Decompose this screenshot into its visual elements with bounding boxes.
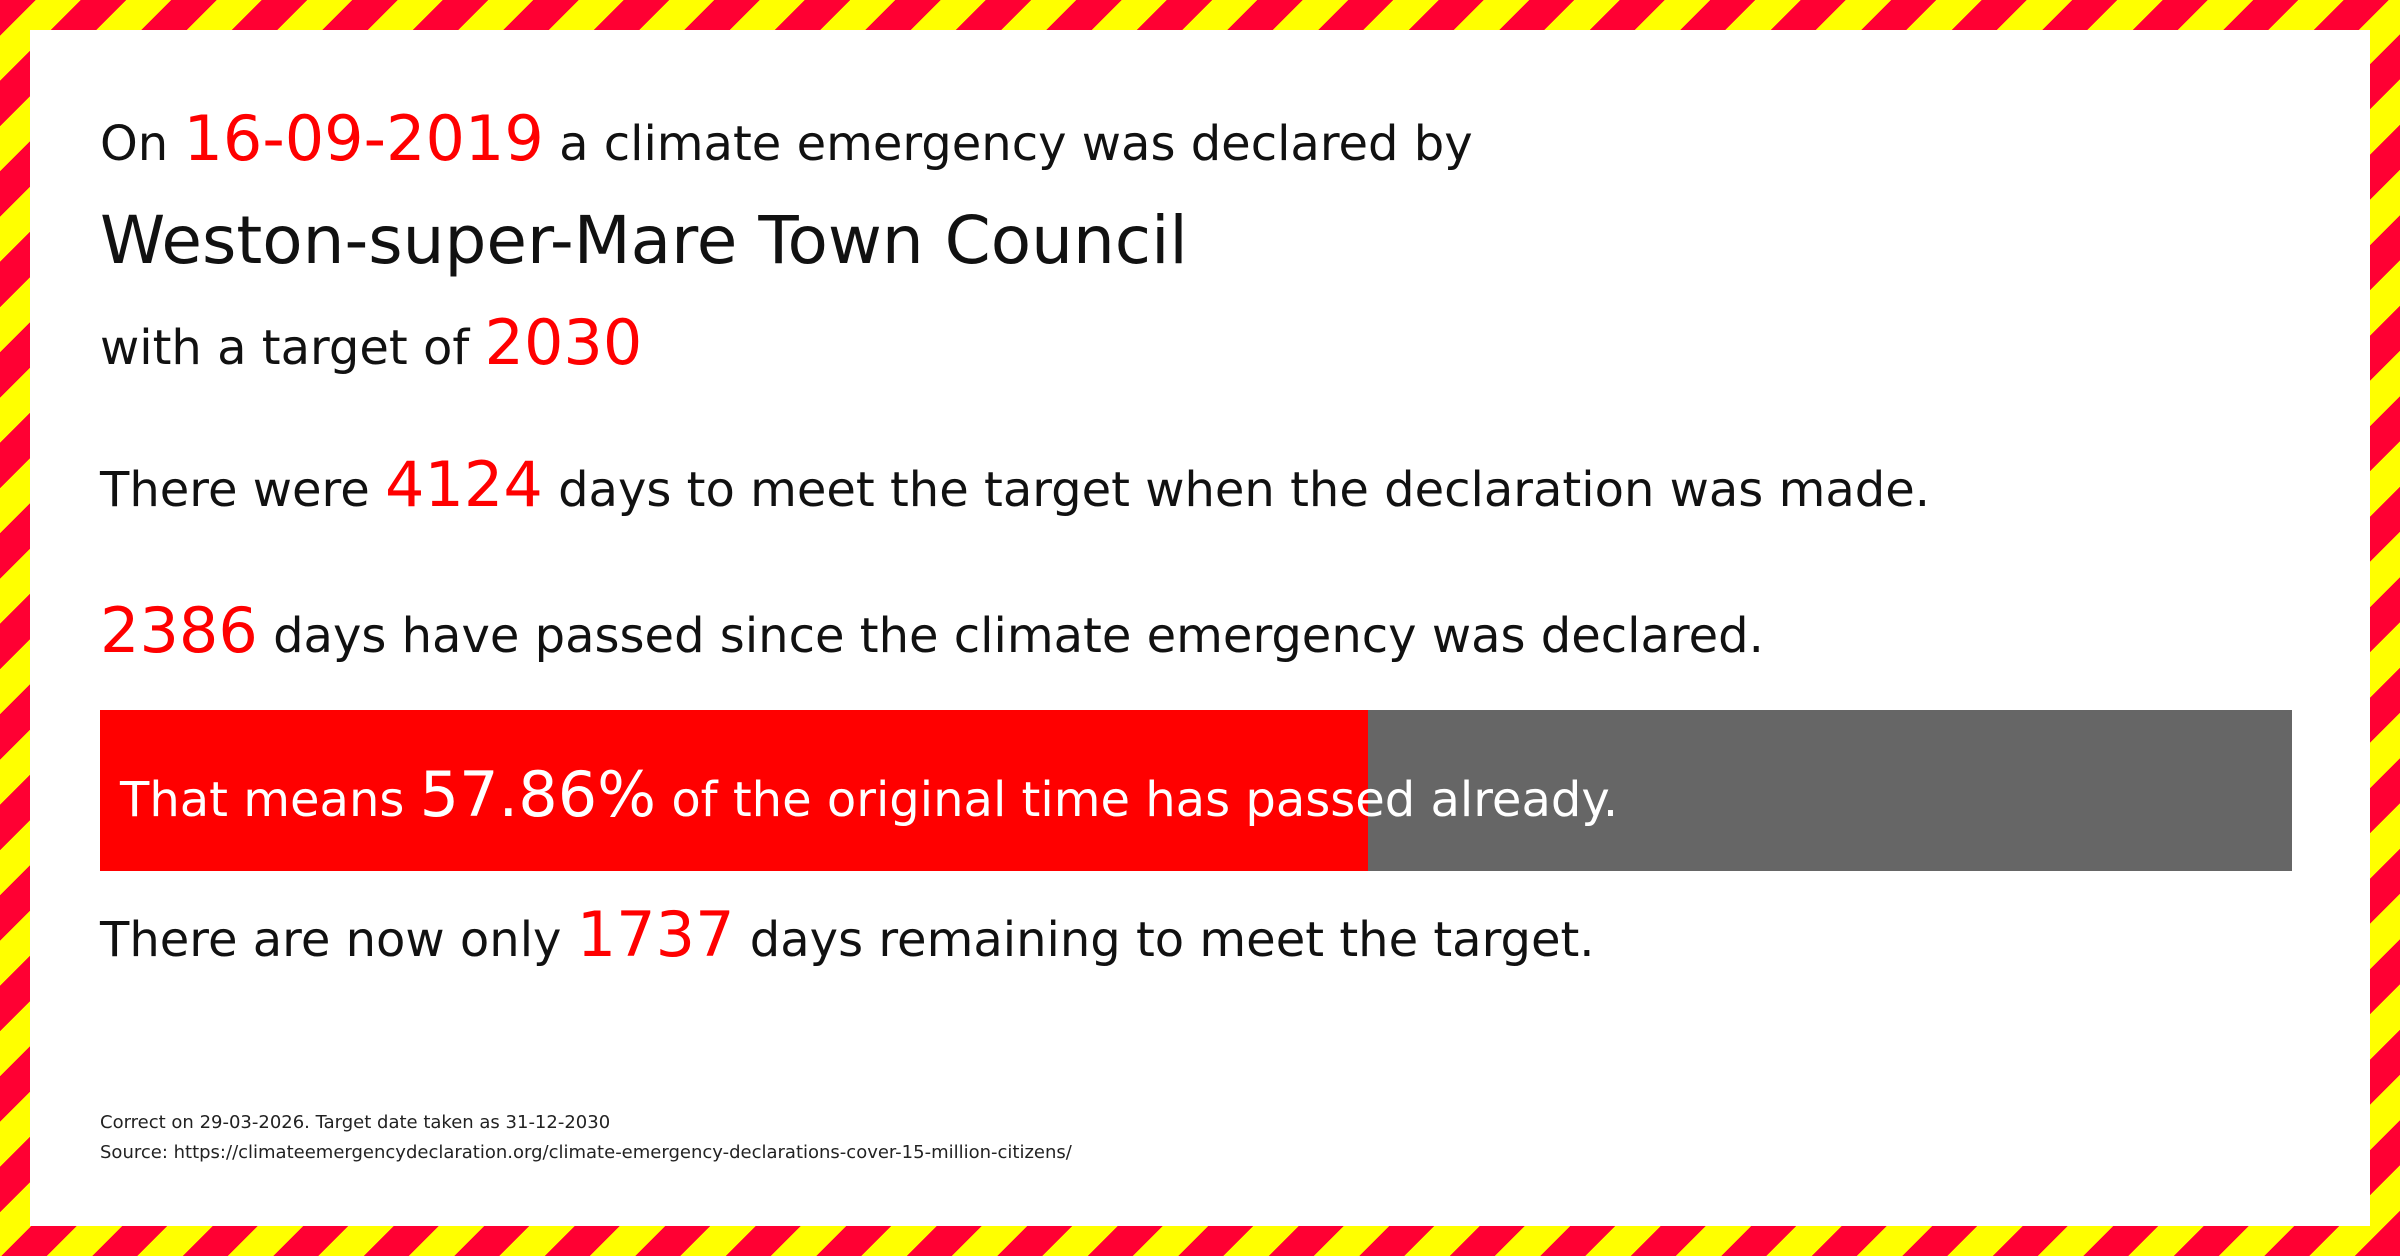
progress-bar: That means 57.86% of the original time h… bbox=[100, 710, 2292, 871]
text: That means bbox=[120, 772, 405, 828]
declaration-card: On 16-09-2019 a climate emergency was de… bbox=[30, 30, 2370, 1226]
passed-days-line: 2386 days have passed since the climate … bbox=[100, 600, 1764, 662]
text: days to meet the target when the declara… bbox=[558, 462, 1930, 518]
text: There were bbox=[100, 462, 370, 518]
remaining-days-line: There are now only 1737 days remaining t… bbox=[100, 904, 1595, 966]
target-year: 2030 bbox=[484, 306, 643, 379]
total-days-line: There were 4124 days to meet the target … bbox=[100, 454, 1930, 516]
text: with a target of bbox=[100, 320, 470, 376]
text: days remaining to meet the target. bbox=[749, 912, 1595, 968]
progress-text: That means 57.86% of the original time h… bbox=[120, 758, 1618, 831]
text: of the original time has passed already. bbox=[671, 772, 1619, 828]
declaration-date: 16-09-2019 bbox=[183, 102, 544, 175]
footer-source: Source: https://climateemergencydeclarat… bbox=[100, 1142, 1072, 1163]
text: a climate emergency was declared by bbox=[559, 116, 1473, 172]
text: There are now only bbox=[100, 912, 562, 968]
text: On bbox=[100, 116, 169, 172]
declaration-line: On 16-09-2019 a climate emergency was de… bbox=[100, 108, 1473, 170]
footer-correct-date: Correct on 29-03-2026. Target date taken… bbox=[100, 1112, 611, 1133]
remaining-days: 1737 bbox=[576, 898, 735, 971]
progress-bar-fill bbox=[100, 710, 1369, 871]
text: days have passed since the climate emerg… bbox=[273, 608, 1764, 664]
progress-percent: 57.86% bbox=[419, 758, 657, 831]
passed-days: 2386 bbox=[100, 594, 258, 667]
target-line: with a target of 2030 bbox=[100, 312, 642, 374]
council-name: Weston-super-Mare Town Council bbox=[100, 202, 1188, 279]
total-days: 4124 bbox=[385, 448, 543, 521]
